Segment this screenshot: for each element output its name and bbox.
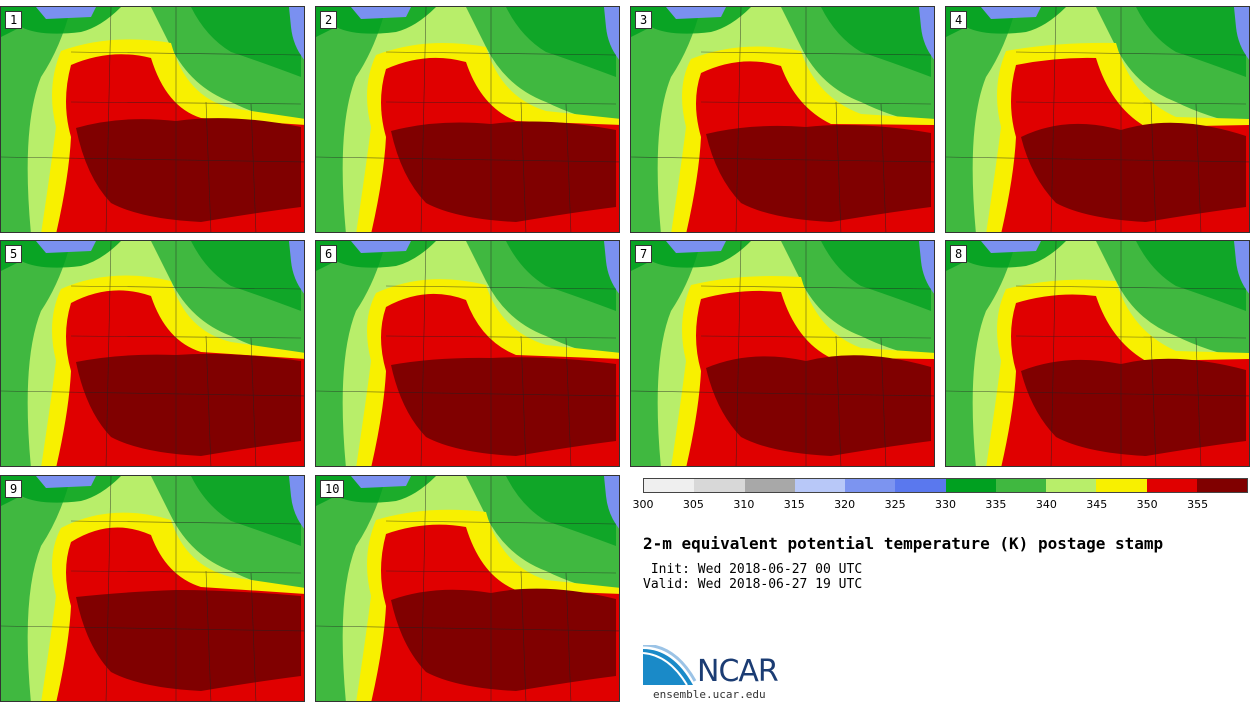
colorbar-tick-label: 325 (884, 498, 906, 511)
member-number-badge: 5 (5, 245, 23, 263)
colorbar-tick-label: 345 (1086, 498, 1108, 511)
colorbar-segment (744, 479, 795, 492)
ensemble-member-map: 4 (945, 6, 1250, 233)
ensemble-member-map: 7 (630, 240, 935, 467)
ensemble-member-map: 9 (0, 475, 305, 702)
member-number-badge: 2 (320, 11, 338, 29)
colorbar-tick-label: 335 (985, 498, 1007, 511)
ensemble-member-map: 3 (630, 6, 935, 233)
colorbar-tick-label: 340 (1035, 498, 1057, 511)
ncar-wordmark: NCAR (697, 654, 779, 689)
colorbar-segment (895, 479, 946, 492)
colorbar-tick-label: 310 (733, 498, 755, 511)
ensemble-member-map: 8 (945, 240, 1250, 467)
colorbar-tick-label: 305 (682, 498, 704, 511)
colorbar (643, 478, 1248, 493)
ensemble-member-map: 2 (315, 6, 620, 233)
colorbar-tick-label: 350 (1136, 498, 1158, 511)
colorbar-segment (1196, 479, 1247, 492)
colorbar-segment (845, 479, 896, 492)
member-number-badge: 8 (950, 245, 968, 263)
init-time: Init: Wed 2018-06-27 00 UTC (643, 562, 863, 577)
ncar-url: ensemble.ucar.edu (653, 688, 766, 701)
colorbar-segment (945, 479, 996, 492)
member-number-badge: 10 (320, 480, 345, 498)
member-number-badge: 4 (950, 11, 968, 29)
colorbar-segment (1096, 479, 1147, 492)
member-number-badge: 7 (635, 245, 653, 263)
ensemble-member-map: 5 (0, 240, 305, 467)
member-number-badge: 6 (320, 245, 338, 263)
colorbar-tick-label: 320 (834, 498, 856, 511)
colorbar-segment (794, 479, 845, 492)
colorbar-segment (995, 479, 1046, 492)
ensemble-member-map: 1 (0, 6, 305, 233)
ensemble-member-map: 10 (315, 475, 620, 702)
colorbar-segment (1146, 479, 1197, 492)
colorbar-segment (694, 479, 745, 492)
ncar-logo-icon (643, 645, 697, 686)
member-number-badge: 3 (635, 11, 653, 29)
valid-time: Valid: Wed 2018-06-27 19 UTC (643, 577, 863, 592)
colorbar-tick-labels: 300 305 310 315 320 325 330 335 340 345 350 355 (633, 498, 1248, 512)
colorbar-tick-label: 355 (1187, 498, 1209, 511)
colorbar-tick-label: 300 (632, 498, 654, 511)
colorbar-tick-label: 330 (935, 498, 956, 511)
member-number-badge: 9 (5, 480, 23, 498)
figure-title: 2-m equivalent potential temperature (K)… (643, 534, 1164, 553)
colorbar-segment (1046, 479, 1097, 492)
colorbar-segment (644, 479, 695, 492)
member-number-badge: 1 (5, 11, 23, 29)
colorbar-tick-label: 315 (783, 498, 805, 511)
ensemble-member-map: 6 (315, 240, 620, 467)
